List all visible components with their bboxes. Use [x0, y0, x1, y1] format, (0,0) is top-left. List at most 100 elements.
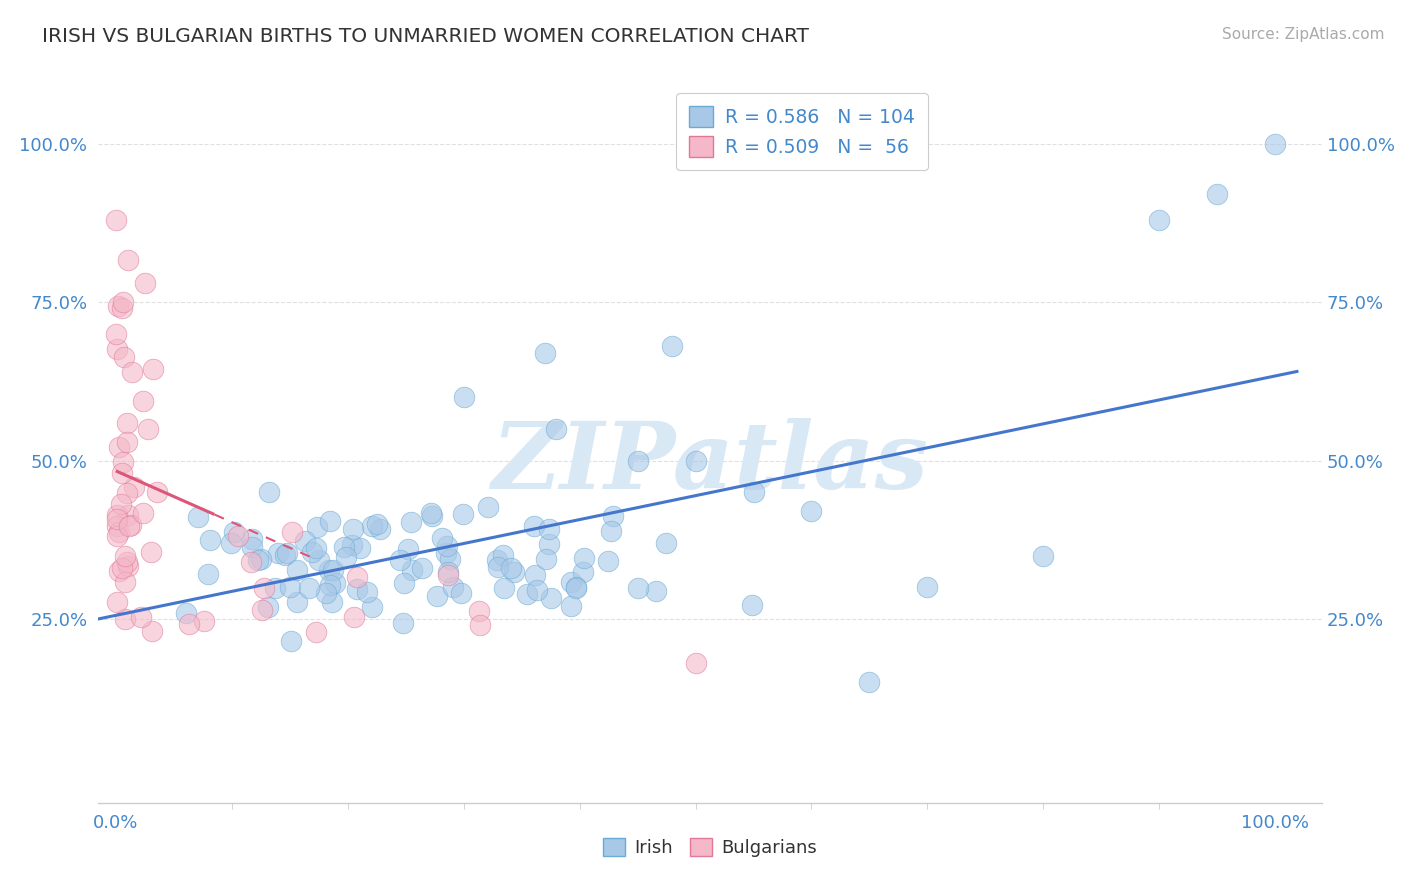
Point	[323, 575, 346, 590]
Point	[108, 525, 131, 540]
Point	[516, 586, 538, 600]
Point	[600, 524, 623, 538]
Point	[654, 536, 676, 550]
Point	[436, 568, 458, 582]
Point	[492, 548, 515, 562]
Point	[174, 607, 197, 621]
Point	[193, 614, 215, 628]
Point	[524, 568, 547, 582]
Point	[240, 540, 263, 554]
Point	[392, 615, 415, 630]
Point	[346, 569, 368, 583]
Point	[104, 212, 127, 227]
Point	[392, 575, 415, 590]
Point	[108, 440, 131, 454]
Point	[187, 510, 209, 524]
Point	[572, 550, 595, 565]
Point	[439, 551, 461, 566]
Point	[343, 610, 366, 624]
Point	[305, 624, 328, 639]
Point	[366, 517, 388, 532]
Point	[110, 467, 132, 481]
Point	[107, 299, 129, 313]
Point	[1032, 549, 1054, 563]
Point	[342, 522, 364, 536]
Point	[132, 394, 155, 409]
Point	[111, 301, 134, 315]
Point	[430, 531, 453, 545]
Point	[858, 675, 880, 690]
Point	[257, 599, 280, 614]
Point	[267, 546, 290, 560]
Point	[221, 535, 243, 549]
Point	[117, 252, 139, 267]
Point	[278, 580, 301, 594]
Point	[420, 509, 443, 524]
Point	[598, 554, 620, 568]
Point	[572, 566, 595, 580]
Text: Source: ZipAtlas.com: Source: ZipAtlas.com	[1222, 27, 1385, 42]
Point	[250, 603, 273, 617]
Point	[396, 542, 419, 557]
Point	[321, 595, 343, 609]
Point	[141, 624, 163, 639]
Point	[105, 508, 128, 522]
Point	[564, 581, 586, 595]
Point	[626, 453, 648, 467]
Point	[281, 524, 304, 539]
Point	[349, 541, 371, 556]
Point	[117, 434, 139, 449]
Point	[1206, 187, 1229, 202]
Point	[450, 586, 472, 600]
Point	[198, 533, 221, 547]
Point	[134, 276, 156, 290]
Point	[917, 580, 939, 594]
Point	[523, 518, 546, 533]
Point	[287, 595, 309, 609]
Point	[419, 506, 441, 520]
Point	[388, 552, 411, 566]
Point	[477, 500, 499, 515]
Point	[741, 599, 763, 613]
Point	[110, 497, 132, 511]
Y-axis label: Births to Unmarried Women: Births to Unmarried Women	[0, 326, 3, 558]
Point	[177, 616, 200, 631]
Point	[138, 422, 160, 436]
Point	[105, 512, 128, 526]
Point	[526, 583, 548, 598]
Point	[468, 604, 491, 618]
Point	[540, 591, 562, 605]
Point	[105, 529, 128, 543]
Point	[319, 514, 342, 528]
Point	[118, 519, 141, 533]
Point	[264, 581, 287, 595]
Point	[411, 561, 433, 575]
Point	[305, 541, 328, 555]
Point	[305, 520, 328, 534]
Point	[105, 342, 128, 356]
Point	[546, 422, 568, 436]
Point	[1149, 212, 1171, 227]
Point	[332, 541, 354, 555]
Point	[114, 575, 136, 590]
Point	[104, 326, 127, 341]
Point	[322, 563, 344, 577]
Point	[468, 618, 491, 632]
Point	[436, 539, 458, 553]
Point	[436, 565, 458, 579]
Point	[346, 582, 368, 596]
Point	[112, 295, 135, 310]
Point	[560, 599, 582, 614]
Point	[285, 563, 308, 577]
Point	[247, 552, 270, 566]
Point	[112, 350, 135, 364]
Point	[742, 485, 765, 500]
Point	[117, 558, 139, 573]
Point	[105, 519, 128, 533]
Text: IRISH VS BULGARIAN BIRTHS TO UNMARRIED WOMEN CORRELATION CHART: IRISH VS BULGARIAN BIRTHS TO UNMARRIED W…	[42, 27, 808, 45]
Point	[253, 582, 276, 596]
Point	[335, 550, 357, 565]
Point	[112, 455, 135, 469]
Legend: Irish, Bulgarians: Irish, Bulgarians	[595, 829, 825, 866]
Point	[492, 581, 515, 595]
